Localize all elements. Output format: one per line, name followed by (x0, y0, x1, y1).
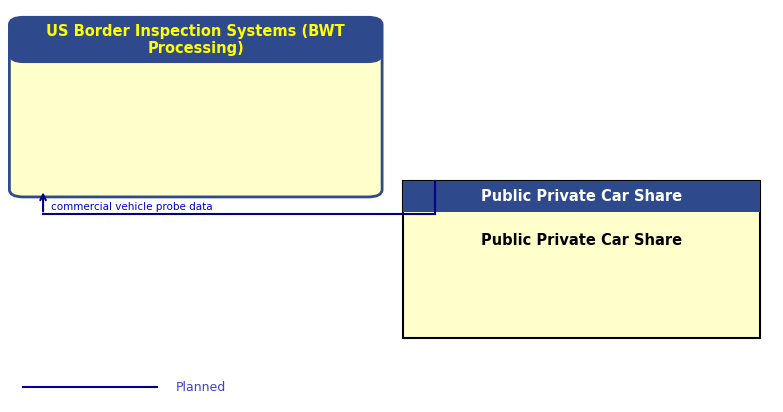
Bar (23, 40, 368, 56)
Text: Public Private Car Share: Public Private Car Share (481, 233, 682, 248)
Text: commercial vehicle probe data: commercial vehicle probe data (51, 202, 212, 212)
FancyBboxPatch shape (9, 17, 382, 197)
Bar (403, 181, 760, 338)
Text: US Border Inspection Systems (BWT
Processing): US Border Inspection Systems (BWT Proces… (46, 24, 345, 56)
Bar (403, 181, 760, 212)
Text: Public Private Car Share: Public Private Car Share (481, 189, 682, 204)
Text: Planned: Planned (176, 381, 226, 394)
FancyBboxPatch shape (9, 17, 382, 63)
